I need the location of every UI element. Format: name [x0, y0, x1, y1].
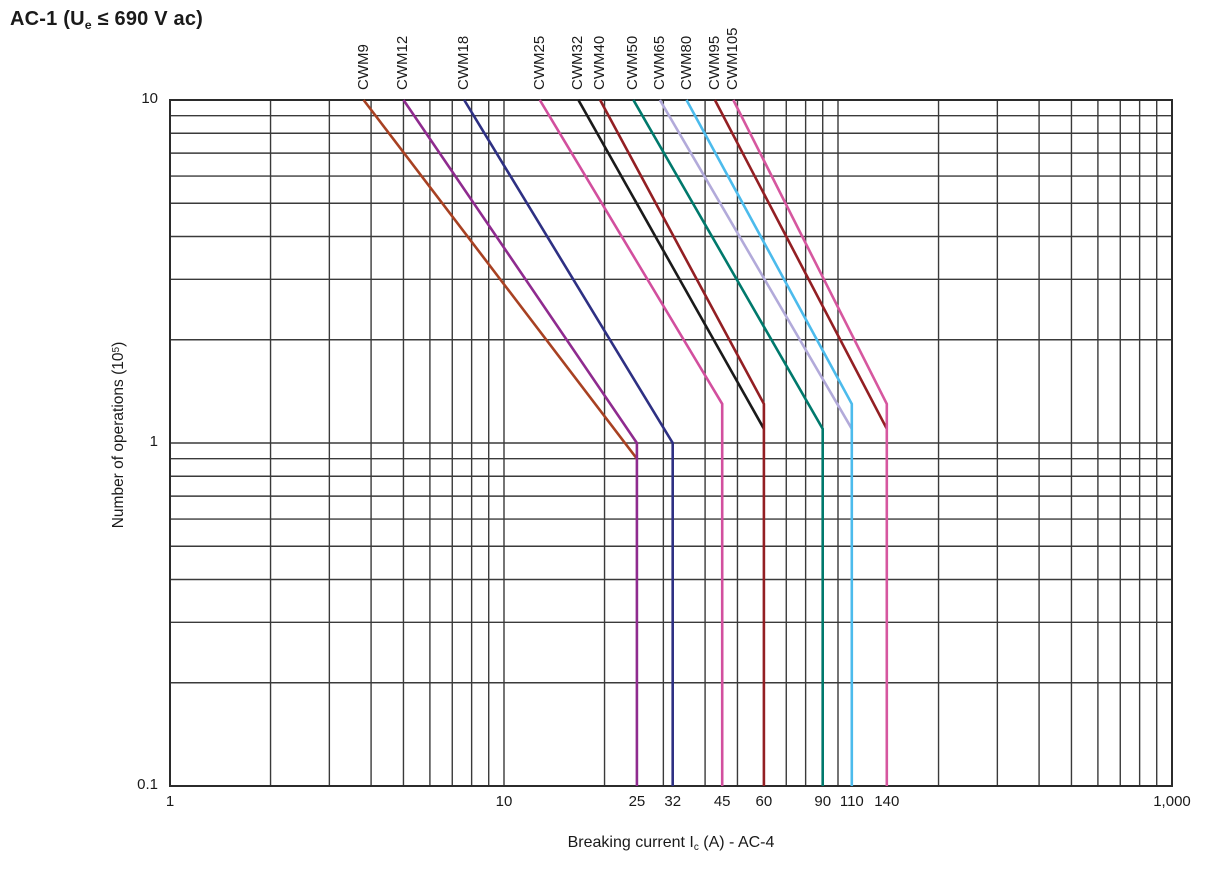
curve-label-cwm18: CWM18: [455, 35, 473, 90]
curve-label-cwm32: CWM32: [569, 35, 587, 90]
x-tick-label-110: 110: [839, 793, 864, 810]
curve-cwm18: [463, 99, 675, 786]
curve-label-cwm50: CWM50: [624, 35, 642, 90]
x-tick-label-1000: 1,000: [1153, 793, 1191, 810]
x-axis-title-suffix: (A) - AC-4: [698, 834, 775, 851]
curve-cwm9: [362, 99, 638, 460]
curve-label-cwm25: CWM25: [530, 35, 548, 90]
curve-label-cwm9: CWM9: [354, 44, 372, 90]
x-tick-label-140: 140: [874, 793, 900, 810]
curve-cwm32: [577, 99, 766, 430]
curve-label-cwm95: CWM95: [705, 35, 723, 90]
curve-cwm80: [685, 99, 854, 786]
curve-label-cwm12: CWM12: [394, 35, 412, 90]
curve-label-cwm40: CWM40: [591, 35, 609, 90]
x-tick-label-45: 45: [713, 793, 731, 810]
curve-cwm25: [538, 99, 724, 786]
plot-border: [169, 99, 1173, 787]
curve-cwm65: [658, 99, 853, 430]
x-axis-title-subscript: c: [693, 842, 699, 854]
curve-label-cwm80: CWM80: [677, 35, 695, 90]
x-tick-label-32: 32: [664, 793, 682, 810]
y-tick-label-0.1: 0.1: [137, 776, 158, 793]
chart-title: AC-1 (Ue ≤ 690 V ac): [10, 8, 203, 32]
y-tick-label-10: 10: [141, 90, 158, 107]
curve-cwm40: [598, 99, 766, 786]
x-axis-title: Breaking current Ic (A) - AC-4: [471, 834, 871, 853]
curve-cwm50: [632, 99, 825, 786]
curve-label-cwm105: CWM105: [724, 27, 742, 90]
curve-cwm12: [402, 99, 639, 786]
x-tick-label-25: 25: [628, 793, 646, 810]
x-tick-label-10: 10: [495, 793, 513, 810]
chart-title-prefix: AC-1 (U: [10, 8, 85, 30]
curve-label-cwm65: CWM65: [650, 35, 668, 90]
chart-title-suffix: ≤ 690 V ac): [91, 8, 204, 30]
curve-cwm105: [732, 99, 889, 786]
chart-title-subscript: e: [84, 17, 92, 32]
curve-cwm95: [713, 99, 888, 430]
x-axis-title-prefix: Breaking current I: [567, 834, 694, 851]
x-tick-label-1: 1: [165, 793, 175, 810]
x-tick-label-60: 60: [755, 793, 773, 810]
y-tick-label-1: 1: [149, 433, 158, 450]
x-tick-label-90: 90: [814, 793, 832, 810]
